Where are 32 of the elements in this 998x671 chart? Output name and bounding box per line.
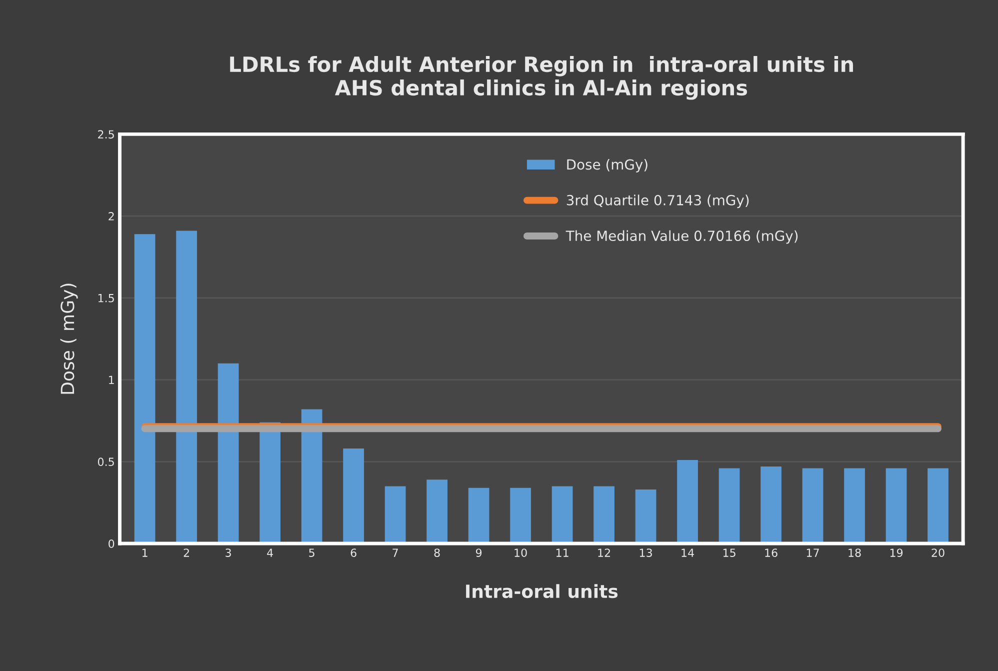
x-tick-label: 17 [806,548,819,557]
x-tick-label: 7 [392,548,398,557]
x-tick-label: 20 [932,548,944,557]
y-tick-label: 2.5 [98,130,114,139]
y-axis-title: Dose ( mGy) [60,284,78,394]
x-tick-label: 11 [556,548,568,557]
chart-title: LDRLs for Adult Anterior Region in intra-oral units in AHS dental clinics in Al-Ain regions [230,56,853,100]
x-tick-label: 2 [184,548,189,557]
y-tick-label: 0.5 [98,458,114,466]
x-axis-title: Intra-oral units [466,584,618,598]
x-tick-label: 9 [476,548,482,557]
x-tick-label: 16 [765,548,778,557]
x-tick-label: 15 [723,548,736,557]
x-tick-label: 19 [890,548,903,557]
x-tick-label: 3 [226,548,231,557]
y-tick-label: 1.5 [98,294,114,302]
x-tick-label: 14 [682,548,694,557]
x-tick-label: 8 [434,548,440,557]
x-tick-label: 12 [598,548,610,557]
x-tick-label: 6 [350,548,356,557]
x-tick-label: 10 [514,548,527,557]
legend-label: The Median Value 0.70166 (mGy) [566,230,798,244]
y-tick-label: 1 [109,376,114,384]
legend-label: Dose (mGy) [567,158,648,172]
x-tick-label: 1 [142,548,148,557]
y-tick-label: 0 [108,539,114,548]
y-tick-label: 2 [108,212,114,220]
x-tick-label: 18 [848,548,861,557]
x-tick-label: 4 [267,548,273,557]
x-tick-label: 5 [309,548,314,557]
legend-label: 3rd Quartile 0.7143 (mGy) [566,194,749,208]
x-tick-label: 13 [640,548,652,557]
